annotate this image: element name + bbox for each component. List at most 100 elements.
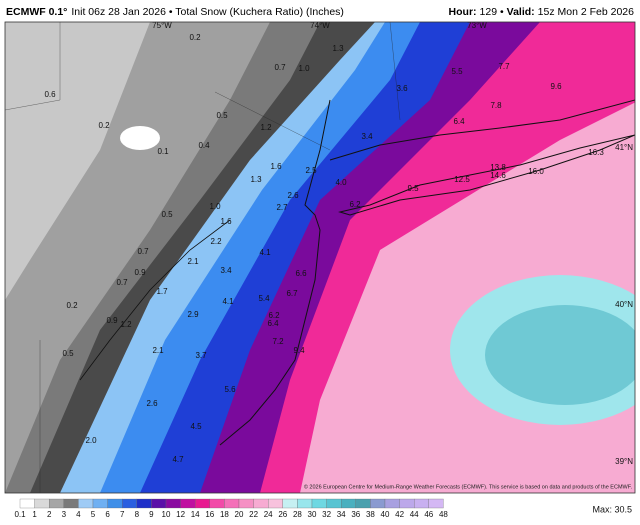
header-right: Hour: 129 • Valid: 15z Mon 2 Feb 2026 (449, 6, 635, 18)
hour-label: Hour: (449, 6, 477, 18)
colorbar-tick-label: 8 (135, 510, 140, 519)
value-label: 16.0 (528, 167, 544, 176)
hour-value: 129 • (480, 6, 504, 18)
colorbar-swatch (355, 498, 371, 509)
value-label: 0.7 (274, 63, 286, 72)
colorbar-tick-label: 24 (264, 510, 273, 519)
map: 0.2 1.3 0.7 1.0 0.6 0.2 0.5 1.2 0.4 0.1 1.6 1.3 2.5 2… (5, 21, 635, 493)
colorbar-tick-label: 12 (176, 510, 185, 519)
colorbar-swatch (19, 498, 35, 509)
value-label: 12.5 (454, 175, 470, 184)
colorbar-tick-label: 7 (120, 510, 125, 519)
map-frame (4, 21, 636, 494)
colorbar-swatch (399, 498, 415, 509)
valid-label: Valid: (507, 6, 535, 18)
value-label: 2.5 (305, 166, 317, 175)
grid-label: 39°N (615, 457, 633, 466)
value-label: 4.7 (172, 455, 184, 464)
colorbar-tick-label: 14 (191, 510, 200, 519)
colorbar-swatch (92, 498, 108, 509)
colorbar-swatch (63, 498, 79, 509)
value-label: 4.5 (190, 422, 202, 431)
colorbar-swatch (253, 498, 269, 509)
colorbar-tick-label: 0.1 (14, 510, 26, 519)
value-label: 0.5 (161, 210, 173, 219)
value-label: 2.7 (276, 203, 288, 212)
colorbar-swatch (297, 498, 313, 509)
border-pa (5, 22, 61, 111)
colorbar-tick-label: 26 (278, 510, 287, 519)
value-label: 1.2 (120, 320, 132, 329)
colorbar-swatch (195, 498, 210, 509)
colorbar-swatch (282, 498, 298, 509)
colorbar-tick-label: 20 (235, 510, 244, 519)
colorbar-swatch (326, 498, 342, 509)
value-label: 6.4 (267, 319, 279, 328)
field-teal (485, 305, 635, 405)
value-label: 9.4 (293, 346, 305, 355)
colorbar-swatch (209, 498, 225, 509)
value-label: 3.6 (396, 84, 408, 93)
value-label: 2.1 (187, 257, 199, 266)
value-label: 0.6 (44, 90, 56, 99)
colorbar-tick-label: 22 (249, 510, 258, 519)
value-label: 1.6 (270, 162, 282, 171)
colorbar-swatch (311, 498, 327, 509)
description: Init 06z 28 Jan 2026 • Total Snow (Kuche… (71, 6, 344, 18)
colorbar-swatch (136, 498, 152, 509)
value-label: 0.5 (216, 111, 228, 120)
value-label: 1.6 (220, 217, 232, 226)
colorbar-swatch (370, 498, 386, 509)
long-island (338, 134, 635, 216)
border-ny-nj (214, 91, 331, 151)
field-white (120, 126, 160, 150)
value-label: 7.8 (490, 101, 502, 110)
colorbar-tick-label: 48 (439, 510, 448, 519)
colorbar-tick-label: 18 (220, 510, 229, 519)
colorbar-tick-label: 38 (366, 510, 375, 519)
value-label: 6.6 (295, 269, 307, 278)
value-label: 0.9 (134, 268, 146, 277)
value-label: 6.2 (349, 200, 361, 209)
colorbar-swatch (384, 498, 400, 509)
coast-nj (219, 99, 331, 446)
value-label: 4.1 (259, 248, 271, 257)
value-label: 1.3 (332, 44, 344, 53)
value-label: 2.6 (287, 191, 299, 200)
value-label: 6.7 (286, 289, 298, 298)
border-ny-ct (389, 22, 401, 121)
coastlines (79, 99, 635, 446)
colorbar-tick-label: 4 (76, 510, 81, 519)
valid-value: 15z Mon 2 Feb 2026 (538, 6, 634, 18)
grid-label: 41°N (615, 143, 633, 152)
grid-label: 40°N (615, 300, 633, 309)
value-label: 14.6 (490, 171, 506, 180)
value-label: 2.9 (187, 310, 199, 319)
colorbar-tick-label: 3 (62, 510, 67, 519)
colorbar-swatch (428, 498, 444, 509)
colorbar-tick-label: 2 (47, 510, 52, 519)
colorbar-tick-label: 40 (381, 510, 390, 519)
colorbar-tick-label: 42 (395, 510, 404, 519)
value-label: 13.8 (490, 163, 506, 172)
colorbar-swatch (414, 498, 429, 509)
value-label: 3.4 (220, 266, 232, 275)
grid-label: 75°W (152, 21, 172, 30)
colorbar-swatch (180, 498, 196, 509)
coast-ct (329, 99, 635, 161)
value-label: 0.9 (106, 316, 118, 325)
value-label: 4.0 (335, 178, 347, 187)
colorbar-swatch (165, 498, 181, 509)
value-label: 2.1 (152, 346, 164, 355)
colorbar-tick-label: 1 (32, 510, 37, 519)
colorbar-swatch (34, 498, 50, 509)
value-label: 6.4 (453, 117, 465, 126)
colorbar-swatch (107, 498, 123, 509)
grid-label: 74°W (310, 21, 330, 30)
colorbar-swatch (238, 498, 254, 509)
value-label: 0.7 (116, 278, 128, 287)
value-label: 0.7 (137, 247, 149, 256)
value-label: 3.4 (361, 132, 373, 141)
colorbar-tick-label: 6 (105, 510, 110, 519)
colorbar-tick-label: 34 (337, 510, 346, 519)
